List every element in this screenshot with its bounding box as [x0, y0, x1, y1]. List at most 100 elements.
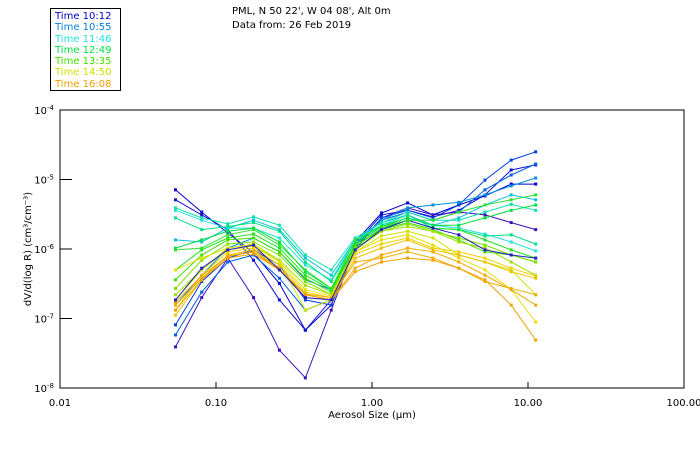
data-point: [252, 228, 256, 232]
data-point: [509, 303, 513, 307]
data-point: [252, 232, 256, 236]
data-point: [303, 283, 307, 287]
data-point: [534, 256, 538, 260]
data-point: [252, 246, 256, 250]
data-point: [457, 203, 461, 207]
data-point: [200, 238, 204, 242]
data-point: [303, 253, 307, 257]
y-tick-label: 10-8: [34, 382, 54, 395]
y-axis-label: dV/d(log R) (cm³/cm⁻³): [23, 192, 34, 306]
data-point: [509, 158, 513, 162]
data-point: [173, 313, 177, 317]
data-point: [353, 238, 357, 242]
data-point: [277, 298, 281, 302]
data-point: [509, 248, 513, 252]
data-point: [277, 246, 281, 250]
data-point: [226, 260, 230, 264]
data-point: [200, 216, 204, 220]
data-point: [252, 218, 256, 222]
data-point: [252, 250, 256, 254]
data-point: [303, 273, 307, 277]
legend-entry: Time 10:12: [55, 11, 112, 22]
data-point: [200, 256, 204, 260]
data-point: [509, 182, 513, 186]
data-point: [226, 233, 230, 237]
data-point: [200, 290, 204, 294]
data-point: [353, 250, 357, 254]
data-point: [226, 229, 230, 233]
data-point: [200, 280, 204, 284]
data-point: [329, 296, 333, 300]
data-point: [173, 278, 177, 282]
data-point: [483, 234, 487, 238]
data-point: [483, 273, 487, 277]
data-point: [509, 266, 513, 270]
data-point: [379, 225, 383, 229]
data-point: [303, 328, 307, 332]
data-point: [303, 260, 307, 264]
data-point: [483, 216, 487, 220]
data-point: [200, 246, 204, 250]
data-point: [226, 242, 230, 246]
data-point: [457, 253, 461, 257]
data-point: [277, 250, 281, 254]
data-point: [173, 303, 177, 307]
x-tick-label: 100.00: [667, 398, 700, 409]
data-point: [534, 176, 538, 180]
data-point: [329, 280, 333, 284]
data-point: [534, 193, 538, 197]
data-point: [303, 263, 307, 267]
data-point: [252, 243, 256, 247]
data-point: [534, 198, 538, 202]
data-point: [277, 228, 281, 232]
data-point: [509, 270, 513, 274]
data-point: [173, 248, 177, 252]
data-point: [431, 236, 435, 240]
data-point: [252, 236, 256, 240]
data-point: [353, 270, 357, 274]
data-point: [457, 223, 461, 227]
data-point: [406, 238, 410, 242]
data-point: [173, 345, 177, 349]
data-point: [303, 308, 307, 312]
data-point: [431, 203, 435, 207]
data-point: [457, 240, 461, 244]
data-point: [173, 298, 177, 302]
data-point: [173, 308, 177, 312]
data-point: [483, 210, 487, 214]
data-point: [379, 246, 383, 250]
data-point: [303, 298, 307, 302]
data-point: [534, 203, 538, 207]
data-point: [200, 218, 204, 222]
data-point: [483, 268, 487, 272]
data-point: [226, 250, 230, 254]
x-axis-label: Aerosol Size (µm): [328, 410, 416, 421]
data-point: [277, 229, 281, 233]
data-point: [457, 218, 461, 222]
data-point: [457, 238, 461, 242]
data-point: [173, 246, 177, 250]
data-point: [431, 250, 435, 254]
data-point: [329, 308, 333, 312]
data-point: [200, 213, 204, 217]
data-point: [200, 240, 204, 244]
data-point: [431, 216, 435, 220]
data-point: [173, 206, 177, 210]
data-point: [483, 213, 487, 217]
data-point: [509, 184, 513, 188]
data-point: [329, 298, 333, 302]
data-point: [509, 240, 513, 244]
data-point: [534, 274, 538, 278]
legend-entry: Time 12:49: [55, 44, 112, 56]
data-point: [379, 228, 383, 232]
data-point: [509, 221, 513, 225]
data-point: [534, 249, 538, 253]
data-point: [431, 223, 435, 227]
data-point: [483, 248, 487, 252]
data-point: [303, 278, 307, 282]
data-point: [431, 218, 435, 222]
data-point: [431, 246, 435, 250]
data-point: [406, 206, 410, 210]
data-point: [509, 288, 513, 292]
